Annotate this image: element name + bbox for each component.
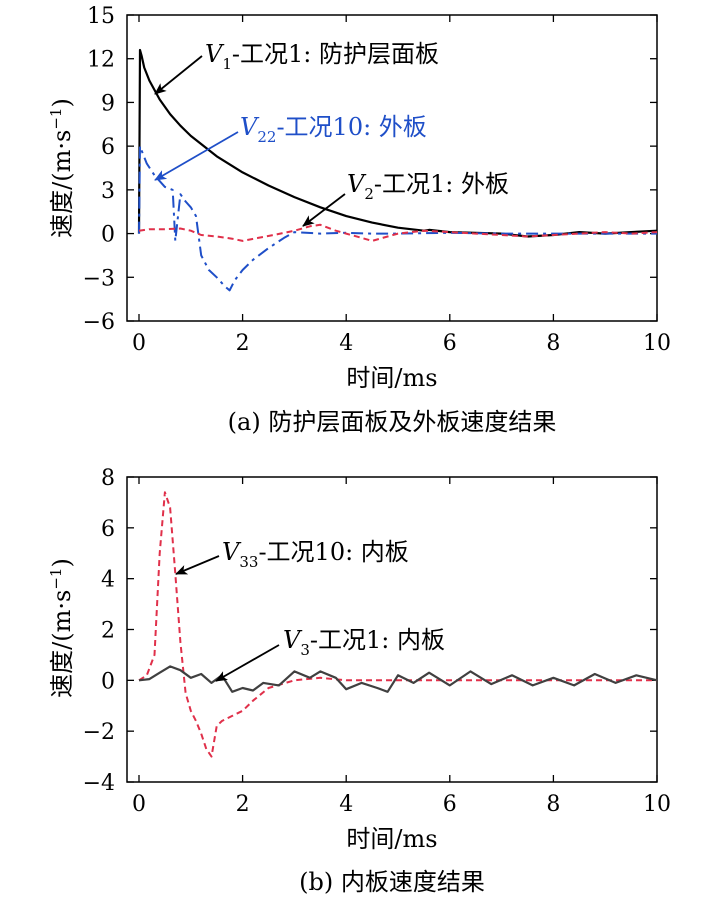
chart-b-ytick-label: 6 xyxy=(101,517,115,542)
chart-a-xtick-label: 6 xyxy=(443,331,457,356)
annotation-v3: V3-工况1: 内板 xyxy=(283,626,445,659)
chart-a: 0 2 4 6 8 10 −6 −3 0 3 6 9 12 15 时间/ms 速度/(m·s−1) (a… xyxy=(47,4,671,436)
chart-a-ylabel-exp: −1 xyxy=(47,108,65,130)
chart-b-xlabel: 时间/ms xyxy=(346,825,437,853)
chart-a-ytick-label: 12 xyxy=(87,48,115,73)
chart-b-xtick-label: 8 xyxy=(546,792,560,817)
annotation-v3-arrow xyxy=(215,644,280,682)
annotation-v22-arrow xyxy=(154,131,239,181)
chart-a-caption: (a) 防护层面板及外板速度结果 xyxy=(228,408,557,436)
chart-a-frame xyxy=(126,14,658,322)
chart-b-xtick-label: 0 xyxy=(132,792,146,817)
chart-a-series-0 xyxy=(137,48,658,238)
chart-a-xtick-label: 8 xyxy=(546,331,560,356)
chart-b-xtick-label: 6 xyxy=(443,792,457,817)
chart-a-xlabel: 时间/ms xyxy=(346,364,437,392)
chart-a-series-1 xyxy=(138,145,657,292)
chart-a-y-ticks: −6 −3 0 3 6 9 12 15 xyxy=(83,4,657,335)
chart-a-ylabel: 速度/(m·s−1) xyxy=(47,98,76,238)
chart-a-series-2 xyxy=(138,223,658,242)
chart-b-xtick-label: 4 xyxy=(339,792,353,817)
chart-b-caption: (b) 内板速度结果 xyxy=(299,868,485,896)
chart-b-ytick-label: −2 xyxy=(83,720,115,745)
annotation-v33-arrow xyxy=(175,555,220,575)
chart-a-x-ticks: 0 2 4 6 8 10 xyxy=(132,15,671,356)
chart-a-ytick-label: 9 xyxy=(101,91,115,116)
chart-b-xtick-label: 2 xyxy=(236,792,250,817)
chart-a-xtick-label: 4 xyxy=(339,331,353,356)
chart-b-x-ticks: 0 2 4 6 8 10 xyxy=(132,477,671,817)
chart-a-ytick-label: −6 xyxy=(83,310,115,335)
chart-b-ylabel-exp: −1 xyxy=(47,568,65,590)
chart-b-ylabel: 速度/(m·s−1) xyxy=(47,558,76,698)
chart-b-xtick-label: 10 xyxy=(643,792,671,817)
chart-b-ytick-label: 4 xyxy=(101,568,115,593)
chart-a-ytick-label: 6 xyxy=(101,135,115,160)
chart-b-ylabel-text: 速度/(m·s xyxy=(48,590,76,698)
chart-a-ytick-label: 0 xyxy=(101,223,115,248)
chart-a-xtick-label: 2 xyxy=(236,331,250,356)
chart-a-ylabel-close: ) xyxy=(48,98,76,107)
chart-b-y-ticks: −4 −2 0 2 4 6 8 xyxy=(83,466,657,796)
annotation-v1: V1-工况1: 防护层面板 xyxy=(205,40,439,73)
chart-a-xtick-label: 10 xyxy=(643,331,671,356)
chart-b-series-0 xyxy=(138,491,657,758)
annotation-v2: V2-工况1: 外板 xyxy=(347,170,509,203)
chart-b-ytick-label: 8 xyxy=(101,466,115,491)
chart-b-ytick-label: 0 xyxy=(101,669,115,694)
annotation-v1-arrow xyxy=(154,55,203,95)
chart-a-ytick-label: −3 xyxy=(83,266,115,291)
annotation-v22: V22-工况10: 外板 xyxy=(240,113,427,146)
chart-b-ylabel-close: ) xyxy=(48,558,76,567)
chart-a-xtick-label: 0 xyxy=(132,331,146,356)
chart-a-ytick-label: 3 xyxy=(101,179,115,204)
chart-a-ytick-label: 15 xyxy=(87,4,115,29)
annotation-v2-arrow xyxy=(302,193,346,227)
chart-b-ytick-label: −4 xyxy=(83,771,115,796)
chart-b: 0 2 4 6 8 10 −4 −2 0 2 4 6 8 时间/ms 速度/(m·s−1) (b) 内… xyxy=(47,466,671,896)
chart-b-ytick-label: 2 xyxy=(101,619,115,644)
chart-b-series-1 xyxy=(138,665,658,693)
chart-b-series xyxy=(138,491,658,758)
annotation-v33: V33-工况10: 内板 xyxy=(222,538,409,571)
chart-a-ylabel-text: 速度/(m·s xyxy=(48,130,76,238)
